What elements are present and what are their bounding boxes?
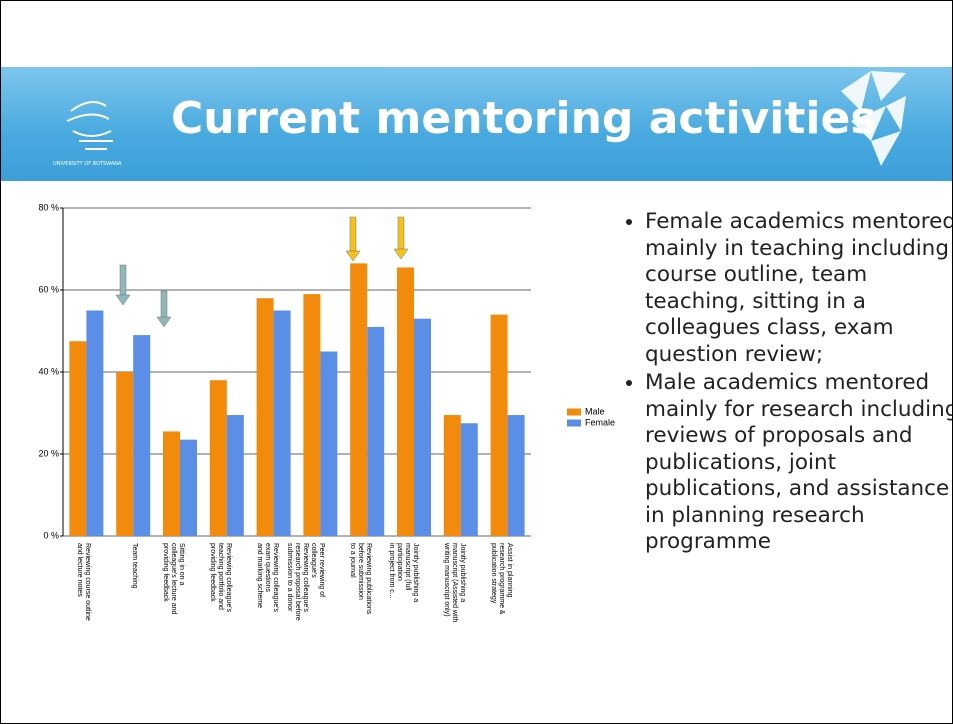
bar [86, 310, 104, 536]
bullet-list: Female academics mentored mainly in teac… [623, 209, 952, 558]
bar [209, 380, 227, 536]
legend-label: Female [585, 417, 615, 427]
y-tick-label: 0 % [43, 530, 59, 540]
bar [507, 415, 525, 536]
bar [303, 294, 321, 536]
bar [163, 431, 180, 536]
bar [397, 267, 414, 536]
bullet: Female academics mentored mainly in teac… [645, 209, 952, 368]
bar [320, 351, 338, 536]
x-tick-label: Sitting in on a colleague's lecture and … [162, 543, 185, 615]
pattern [841, 71, 906, 166]
bar [443, 415, 461, 536]
bar [180, 439, 197, 536]
x-tick-label: Reviewing colleague's exam questions and… [255, 543, 279, 613]
legend-swatch [567, 419, 581, 427]
bar [367, 326, 385, 536]
bar [490, 314, 508, 536]
title: Current mentoring activities [171, 93, 877, 144]
arrow [160, 290, 168, 318]
x-tick-label: Reviewing colleague's teaching portfolio… [208, 543, 232, 613]
y-tick-label: 60 % [38, 284, 59, 294]
logo [66, 101, 113, 150]
bullet: Male academics mentored mainly for resea… [645, 370, 952, 556]
x-tick-label: Assist in planning research programme & … [489, 543, 513, 615]
bar [256, 298, 274, 536]
arrow [345, 250, 361, 262]
arrow [349, 216, 357, 252]
arrow [119, 264, 127, 296]
legend-label: Male [585, 406, 605, 416]
bar [133, 335, 151, 536]
bar [350, 263, 368, 536]
x-tick-label: Jointly publishing a manuscript (Assiste… [442, 543, 466, 623]
arrow [115, 294, 131, 306]
y-tick-label: 20 % [38, 448, 59, 458]
title-band [1, 67, 952, 181]
bar [460, 423, 478, 536]
bar [273, 310, 291, 536]
bar [414, 318, 431, 536]
legend-swatch [567, 408, 581, 416]
x-tick-label: Peer reviewing of colleague's Reviewing … [286, 543, 326, 621]
x-tick-label: Reviewing publications before submission… [349, 543, 373, 615]
x-tick-label: Jointly publishing a manuscript (full pa… [388, 543, 419, 603]
arrow [397, 216, 405, 250]
y-tick-label: 40 % [38, 366, 59, 376]
arrow [393, 248, 409, 260]
bar [69, 341, 87, 536]
x-tick-label: Reviewing course outline and lecture not… [76, 543, 92, 621]
y-tick-label: 80 % [38, 202, 59, 212]
bar [226, 415, 244, 536]
bar [116, 372, 134, 536]
arrow [156, 316, 172, 328]
x-tick-label: Team teaching [131, 543, 139, 589]
logo-text: UNIVERSITY OF BOTSWANA [53, 161, 122, 167]
